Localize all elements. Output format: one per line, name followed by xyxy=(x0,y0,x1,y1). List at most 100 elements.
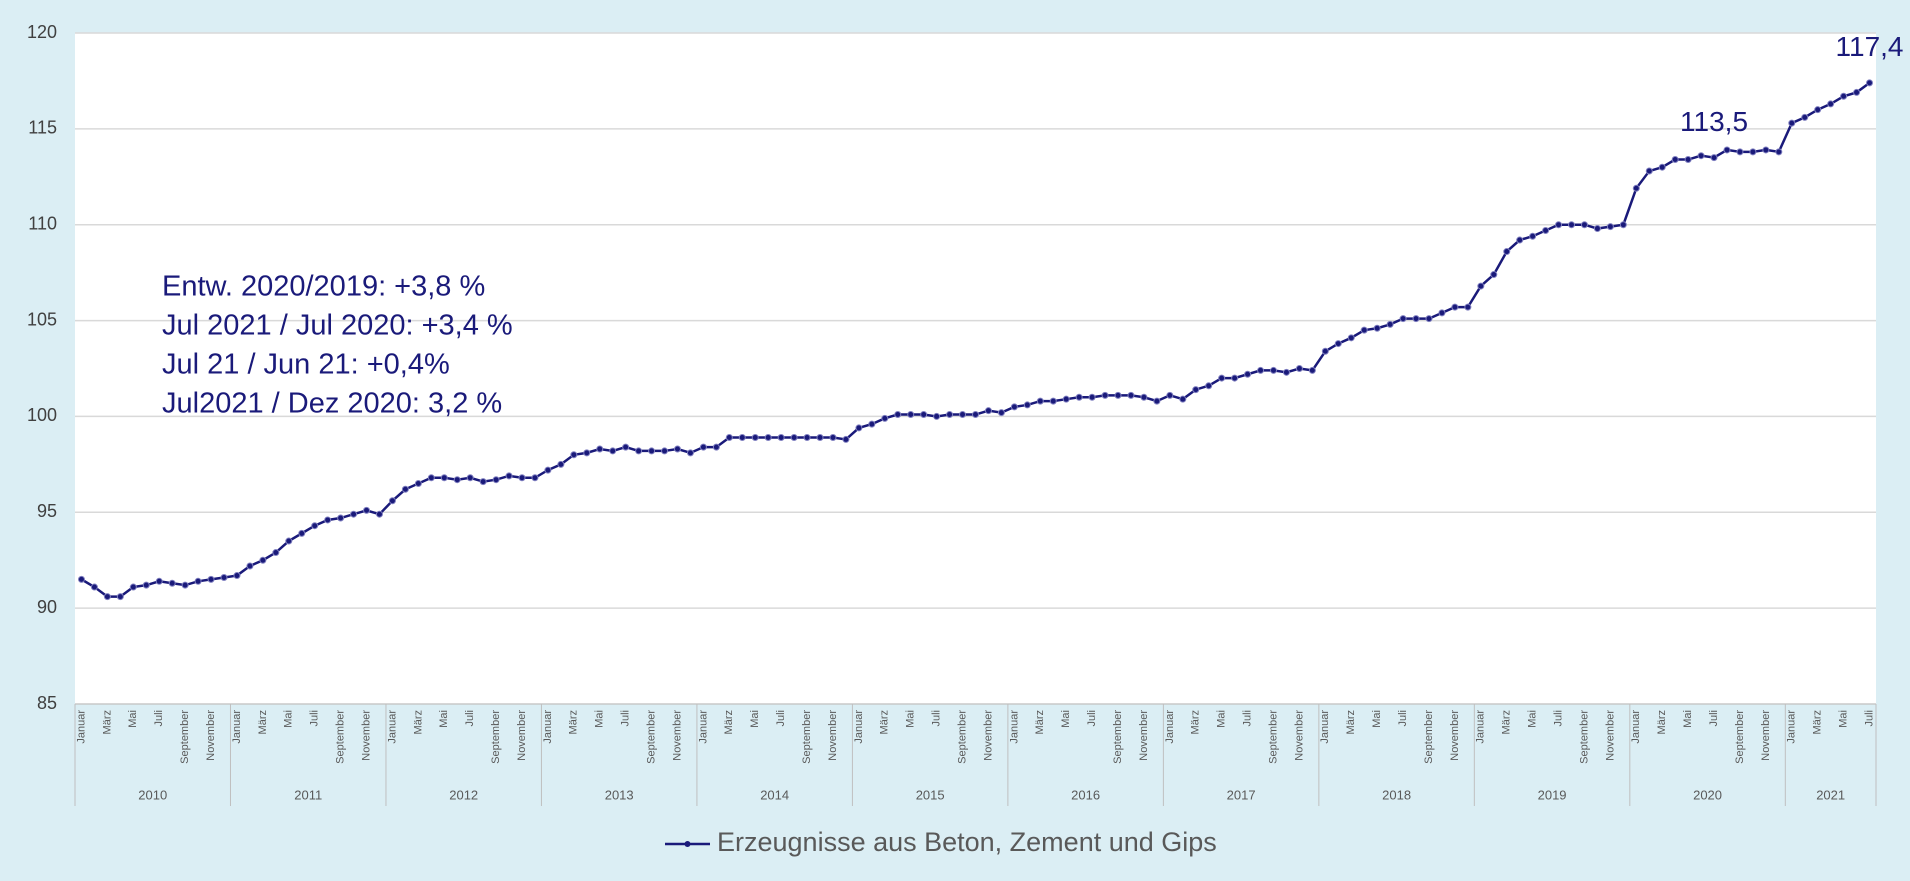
x-tick-label: März xyxy=(1190,710,1202,734)
point xyxy=(246,562,254,570)
legend-label: Erzeugnisse aus Beton, Zement und Gips xyxy=(717,827,1217,857)
year-label: 2011 xyxy=(294,787,322,802)
x-tick-label: Juli xyxy=(309,710,321,727)
point xyxy=(1645,167,1653,175)
point xyxy=(1827,100,1835,108)
x-tick-label: Mai xyxy=(594,710,606,728)
x-tick-label: Juli xyxy=(931,710,943,727)
x-tick-label: März xyxy=(101,710,113,734)
point xyxy=(570,451,578,459)
x-tick-label: September xyxy=(645,710,657,764)
x-tick-label: September xyxy=(1734,710,1746,764)
x-tick-label: November xyxy=(1449,710,1461,761)
x-tick-label: Mai xyxy=(1682,710,1694,728)
x-tick-label: Juli xyxy=(1397,710,1409,727)
point xyxy=(881,414,889,422)
point xyxy=(298,529,306,537)
x-tick-label: November xyxy=(1604,710,1616,761)
x-tick-label: März xyxy=(412,710,424,734)
x-tick-label: März xyxy=(1812,710,1824,734)
point xyxy=(337,514,345,522)
point xyxy=(479,478,487,486)
annotation: Jul 21 / Jun 21: +0,4% xyxy=(162,349,450,381)
plot-area xyxy=(75,33,1876,704)
point xyxy=(959,411,967,419)
x-tick-label: November xyxy=(1293,710,1305,761)
point xyxy=(635,447,643,455)
point xyxy=(1451,303,1459,311)
point xyxy=(1088,393,1096,401)
point xyxy=(1127,391,1135,399)
point xyxy=(1464,303,1472,311)
point xyxy=(1762,146,1770,154)
x-tick-label: Juli xyxy=(620,710,632,727)
x-tick-label: Juli xyxy=(1241,710,1253,727)
x-tick-label: Juli xyxy=(1086,710,1098,727)
x-tick-label: März xyxy=(1501,710,1513,734)
point xyxy=(453,476,461,484)
x-tick-label: Januar xyxy=(386,710,398,744)
x-tick-label: Mai xyxy=(283,710,295,728)
point xyxy=(427,474,435,482)
point xyxy=(1334,340,1342,348)
point xyxy=(984,407,992,415)
point xyxy=(194,577,202,585)
x-tick-label: Juli xyxy=(775,710,787,727)
point xyxy=(933,412,941,420)
point xyxy=(1866,79,1874,87)
point xyxy=(181,581,189,589)
point xyxy=(440,474,448,482)
x-tick-label: November xyxy=(671,710,683,761)
point xyxy=(1166,391,1174,399)
point xyxy=(661,447,669,455)
annotation: Jul2021 / Dez 2020: 3,2 % xyxy=(162,388,502,420)
point xyxy=(1490,271,1498,279)
point xyxy=(1749,148,1757,156)
point xyxy=(363,506,371,514)
point xyxy=(1412,315,1420,323)
point xyxy=(609,447,617,455)
point xyxy=(311,522,319,530)
point xyxy=(648,447,656,455)
point xyxy=(272,549,280,557)
point xyxy=(829,434,837,442)
point xyxy=(1244,370,1252,378)
point xyxy=(699,443,707,451)
point xyxy=(220,573,228,581)
x-tick-label: März xyxy=(1656,710,1668,734)
point xyxy=(1555,221,1563,229)
x-tick-label: Mai xyxy=(1371,710,1383,728)
x-tick-label: September xyxy=(179,710,191,764)
year-label: 2014 xyxy=(760,787,789,802)
point xyxy=(622,443,630,451)
point xyxy=(401,485,409,493)
point xyxy=(1360,326,1368,334)
point xyxy=(1140,393,1148,401)
point xyxy=(259,556,267,564)
point xyxy=(868,420,876,428)
point xyxy=(350,510,358,518)
point xyxy=(1542,226,1550,234)
x-tick-label: März xyxy=(723,710,735,734)
point xyxy=(388,497,396,505)
y-tick-label: 105 xyxy=(27,309,57,329)
point xyxy=(1529,232,1537,240)
x-tick-label: Januar xyxy=(1319,710,1331,744)
x-tick-label: Juli xyxy=(153,710,165,727)
point xyxy=(1853,88,1861,96)
year-label: 2017 xyxy=(1227,787,1256,802)
y-tick-label: 100 xyxy=(27,405,57,425)
point xyxy=(285,537,293,545)
x-tick-label: November xyxy=(827,710,839,761)
point xyxy=(1023,401,1031,409)
point xyxy=(155,577,163,585)
x-tick-label: Januar xyxy=(1008,710,1020,744)
y-tick-label: 95 xyxy=(37,501,57,521)
point xyxy=(557,460,565,468)
point xyxy=(1840,92,1848,100)
y-tick-label: 110 xyxy=(28,213,57,233)
point xyxy=(1425,315,1433,323)
x-tick-label: März xyxy=(1345,710,1357,734)
x-tick-label: September xyxy=(1578,710,1590,764)
